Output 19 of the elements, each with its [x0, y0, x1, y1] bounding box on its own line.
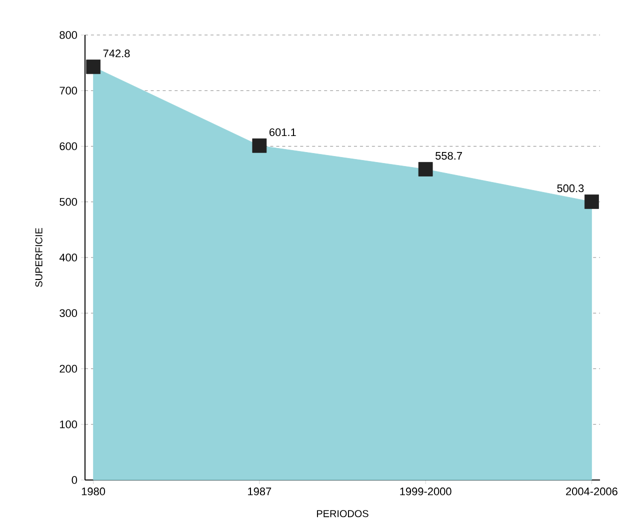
y-axis-title: SUPERFICIE	[35, 228, 42, 287]
data-label: 500.3	[557, 184, 584, 192]
x-tick-label: 2004-2006	[566, 488, 618, 496]
y-tick-label: 600	[60, 142, 78, 150]
y-tick-label: 700	[60, 86, 78, 95]
y-tick-label: 300	[60, 309, 78, 318]
y-tick-label: 500	[60, 198, 78, 206]
y-tick-label: 800	[60, 31, 78, 39]
x-tick-label: 1980	[82, 488, 106, 496]
y-tick-label: 400	[59, 254, 78, 262]
y-tick-label: 0	[72, 476, 78, 484]
x-tick-label: 1987	[248, 488, 272, 496]
x-axis-title: PERIODOS	[317, 510, 368, 518]
x-tick-label: 1999-2000	[400, 488, 452, 496]
data-label: 558.7	[436, 152, 462, 160]
y-tick-label: 200	[60, 364, 78, 373]
data-label: 601.1	[270, 128, 296, 136]
y-tick-label: 100	[60, 420, 78, 428]
data-label: 742.8	[103, 50, 130, 58]
